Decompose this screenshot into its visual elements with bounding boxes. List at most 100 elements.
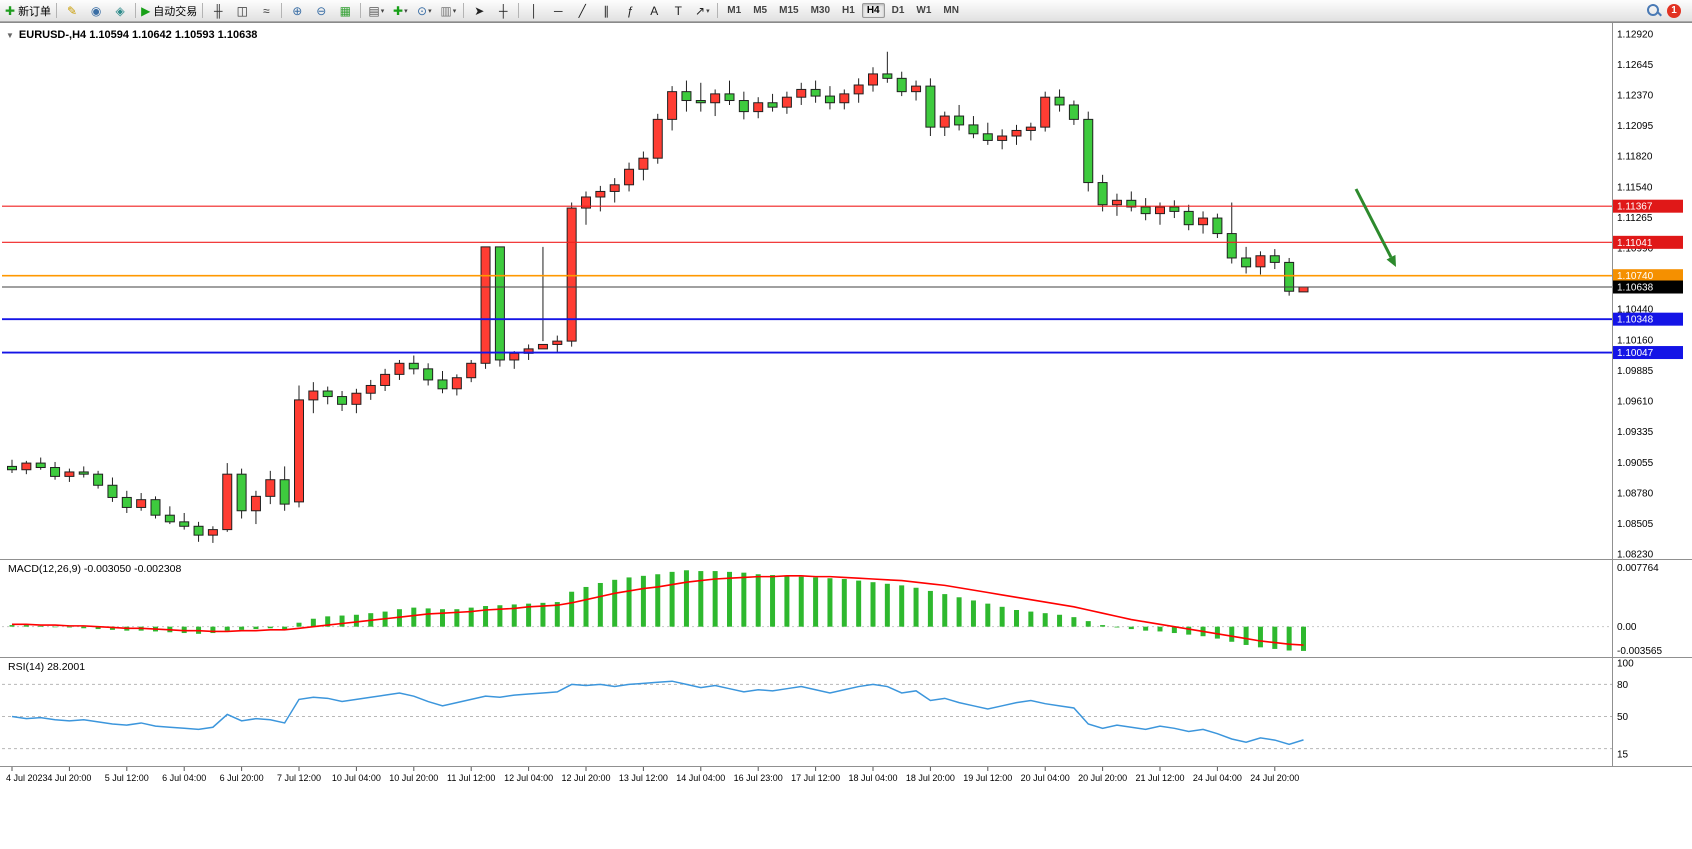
timeframe-d1[interactable]: D1 (891, 5, 905, 16)
bar-chart-icon: ╫ (214, 3, 223, 18)
cursor-button[interactable]: ➤ (467, 2, 491, 20)
price-tag-1.10348 (1613, 312, 1683, 326)
macd-histogram (9, 570, 1306, 651)
bar-chart-button[interactable]: ╫ (206, 2, 230, 20)
svg-text:15: 15 (1617, 750, 1629, 761)
price-axis-labels: 1.12920 1.12645 1.12370 1.12095 1.11820 1.115… (1617, 30, 1654, 561)
bear-candle (1169, 206, 1180, 212)
bull-candle (64, 471, 75, 477)
templates-button[interactable]: ▥ ▾ (436, 2, 460, 20)
chart-window[interactable]: 1.12920 1.12645 1.12370 1.12095 1.11820 1.115… (0, 22, 1692, 849)
equidistant-channel-button[interactable]: ∥ (594, 2, 618, 20)
svg-text:1.08230: 1.08230 (1617, 550, 1654, 561)
trendline-icon: ╱ (578, 3, 586, 18)
panel-separators[interactable] (0, 23, 1692, 767)
equidistant-channel-icon: ∥ (603, 3, 610, 18)
bull-candle (466, 362, 477, 379)
toolbar-separator (202, 3, 204, 18)
market-watch-button[interactable]: ◉ (84, 2, 108, 20)
svg-text:1.08780: 1.08780 (1617, 489, 1654, 500)
bear-candle (724, 93, 735, 102)
timeframe-h1[interactable]: H1 (842, 5, 855, 16)
timeframe-m30[interactable]: M30 (810, 5, 831, 16)
timeframe-m1[interactable]: M1 (727, 5, 742, 16)
vertical-line-button[interactable]: │ (522, 2, 546, 20)
new-chart-button[interactable]: ▤ ▾ (364, 2, 388, 20)
candlestick-chart-icon: ◫ (236, 3, 248, 18)
bull-candle (480, 246, 491, 364)
tile-windows-button[interactable]: ▦ (333, 2, 357, 20)
bull-candle (781, 96, 792, 108)
zoom-out-button[interactable]: ⊖ (309, 2, 333, 20)
market-watch-icon: ◉ (90, 3, 102, 18)
price-tag-1.10740 (1613, 269, 1683, 283)
crosshair-button[interactable]: ┼ (491, 2, 515, 20)
svg-text:1.09335: 1.09335 (1617, 427, 1654, 438)
autotrading-button-label: 自动交易 (153, 5, 198, 18)
zoom-in-button[interactable]: ⊕ (285, 2, 309, 20)
bear-candle (1269, 255, 1280, 263)
time-label: 13 Jul 12:00 (619, 773, 668, 783)
autotrading-button[interactable]: ▶ 自动交易 (139, 2, 199, 20)
fibonacci-button[interactable]: ƒ (618, 2, 642, 20)
svg-text:1.10160: 1.10160 (1617, 336, 1654, 347)
horizontal-line-button[interactable]: ─ (546, 2, 570, 20)
bear-candle (1126, 199, 1137, 208)
price-tag-text: 1.10638 (1617, 283, 1654, 294)
chevron-down-icon: ▾ (428, 7, 432, 15)
time-label: 12 Jul 04:00 (504, 773, 553, 783)
price-chart-svg[interactable]: 1.12920 1.12645 1.12370 1.12095 1.11820 1.115… (0, 23, 1692, 849)
timeframe-m15[interactable]: M15 (779, 5, 799, 16)
rsi-axis-labels: 100 80 50 15 (1617, 659, 1634, 761)
svg-text:80: 80 (1617, 680, 1629, 691)
time-label: 12 Jul 20:00 (561, 773, 610, 783)
text-label-button[interactable]: T (666, 2, 690, 20)
search-button[interactable] (1641, 2, 1665, 20)
trendline-button[interactable]: ╱ (570, 2, 594, 20)
time-axis[interactable]: 4 Jul 2023 4 Jul 20:00 5 Jul 12:00 6 Jul 04… (6, 767, 1299, 783)
bear-candle (695, 100, 706, 104)
bear-candle (322, 390, 333, 398)
bull-candle (351, 392, 362, 405)
strategy-tester-button[interactable]: ◈ (108, 2, 132, 20)
timeframe-mn[interactable]: MN (943, 5, 959, 16)
bear-candle (50, 467, 61, 477)
indicators-icon: ✚ (393, 3, 404, 18)
bull-candle (537, 343, 548, 350)
time-label: 20 Jul 20:00 (1078, 773, 1127, 783)
metaeditor-button[interactable]: ✎ (60, 2, 84, 20)
svg-text:1.11540: 1.11540 (1617, 183, 1653, 194)
bear-candle (494, 246, 505, 361)
new-order-icon: ✚ (5, 3, 16, 18)
time-label: 21 Jul 12:00 (1135, 773, 1184, 783)
line-chart-button[interactable]: ≈ (254, 2, 278, 20)
bull-candle (1198, 217, 1209, 226)
candlestick-chart-button[interactable]: ◫ (230, 2, 254, 20)
bull-candle (1255, 255, 1266, 268)
arrows-button[interactable]: ↗ ▾ (690, 2, 714, 20)
text-button[interactable]: A (642, 2, 666, 20)
bear-candle (423, 368, 434, 381)
timeframe-m5[interactable]: M5 (753, 5, 768, 16)
chevron-down-icon: ▾ (452, 7, 457, 15)
timeframe-w1[interactable]: W1 (916, 5, 932, 16)
svg-text:1.09610: 1.09610 (1617, 396, 1654, 407)
trend-arrow-annotation[interactable] (1354, 188, 1396, 267)
new-order-button[interactable]: ✚ 新订单 (3, 2, 53, 20)
timeframe-h4[interactable]: H4 (861, 3, 885, 18)
periods-button[interactable]: ⊙ ▾ (412, 2, 436, 20)
bull-candle (1298, 286, 1309, 293)
bull-candle (1155, 206, 1165, 215)
indicators-button[interactable]: ✚ ▾ (388, 2, 412, 20)
bull-candle (265, 479, 276, 497)
zoom-in-icon: ⊕ (292, 3, 303, 18)
time-label: 18 Jul 04:00 (848, 773, 897, 783)
bear-candle (78, 471, 89, 475)
fibonacci-icon: ƒ (626, 3, 634, 18)
toolbar-separator (56, 3, 58, 18)
notification-badge[interactable]: 1 (1667, 3, 1681, 18)
bull-candle (552, 340, 563, 345)
main-toolbar: ✚ 新订单 ✎ ◉ ◈ ▶ 自动交易 ╫ ◫ ≈ ⊕ ⊖ ▦ ▤ ▾ ✚ ▾ ⊙ ▾ ▥ ▾ ➤ ┼ │ ─ ╱ ∥ ƒ A T ↗ ▾ M1 M… (0, 0, 1692, 22)
svg-text:1.10990: 1.10990 (1617, 243, 1654, 254)
bull-candle (365, 384, 376, 394)
